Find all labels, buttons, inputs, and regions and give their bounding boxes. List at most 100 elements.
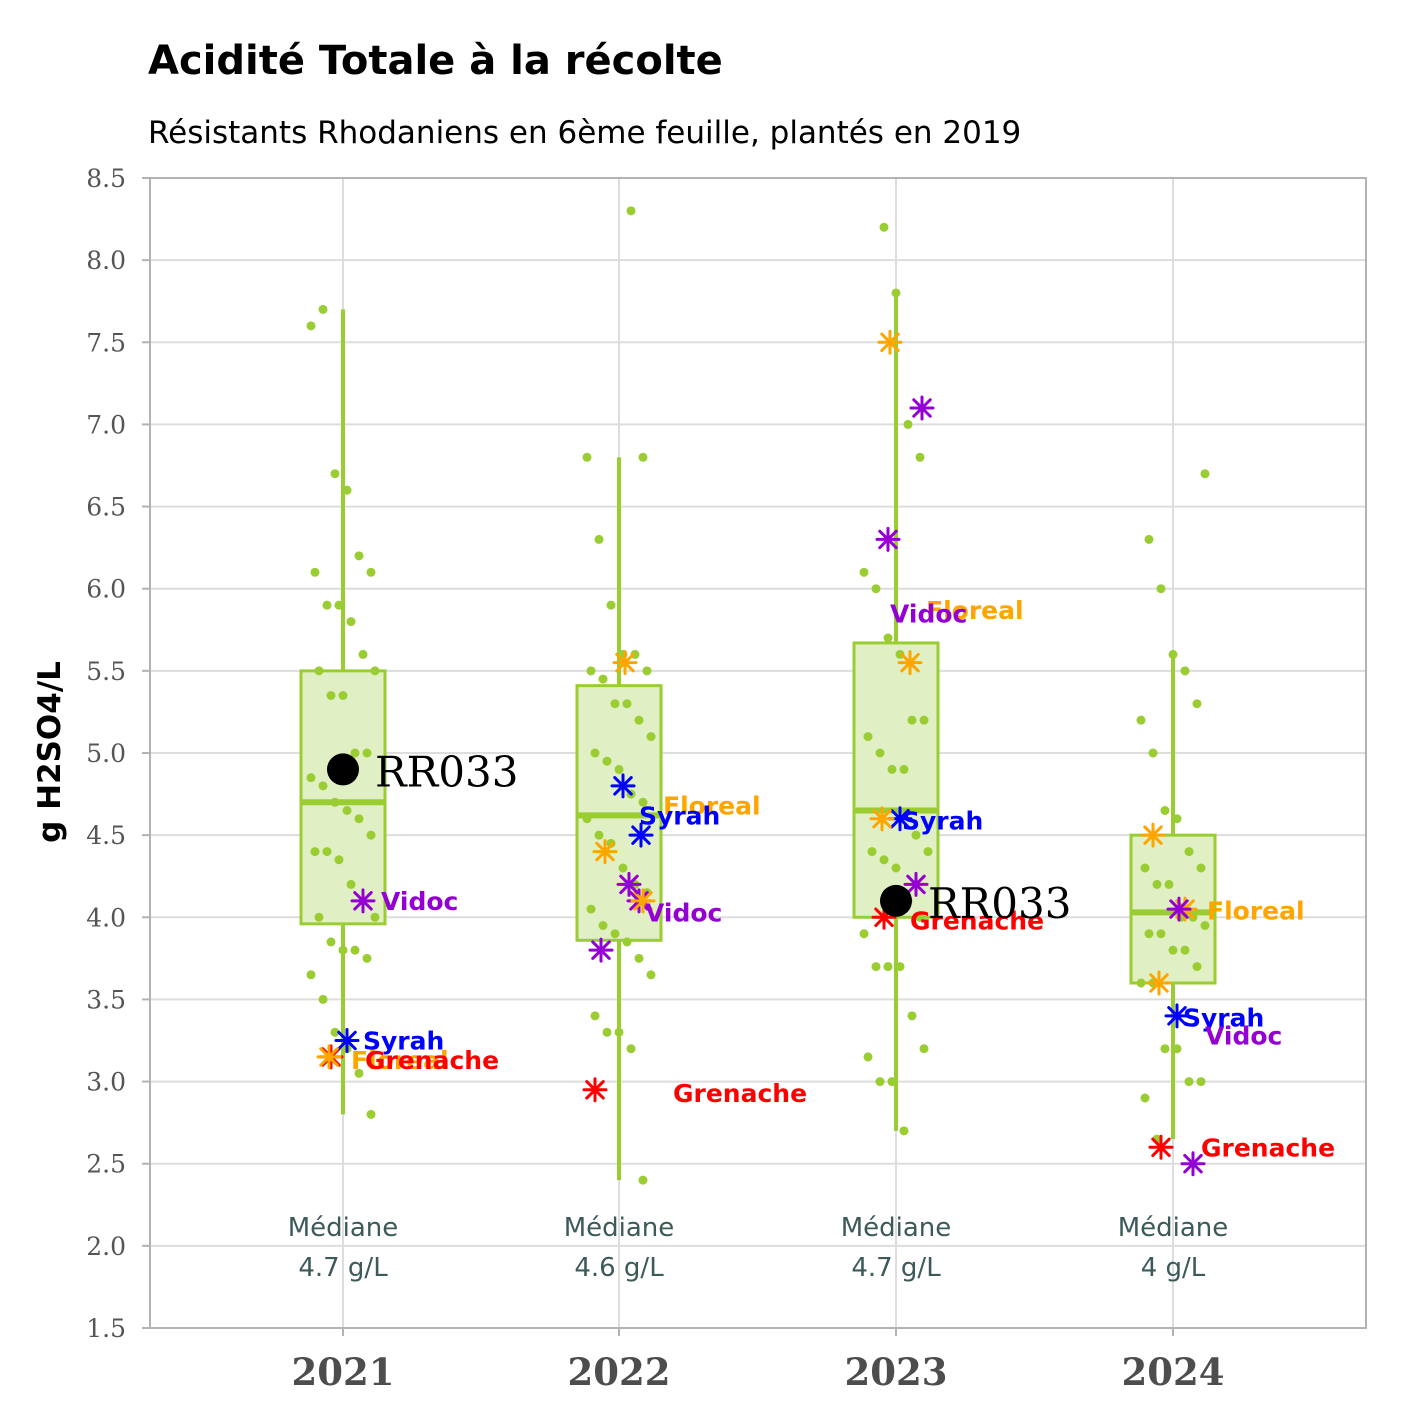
- data-point: [1136, 715, 1146, 725]
- data-point: [342, 485, 352, 495]
- x-tick-label: 2024: [1122, 1350, 1225, 1394]
- data-point: [598, 921, 608, 930]
- marker-stroke: [337, 1030, 357, 1051]
- data-point: [586, 904, 596, 914]
- data-point: [338, 691, 348, 700]
- floreal-marker: [1146, 970, 1172, 996]
- data-point: [919, 1044, 929, 1054]
- data-point: [366, 567, 376, 577]
- data-point: [350, 945, 360, 955]
- data-point: [354, 1068, 364, 1078]
- data-point: [590, 1011, 600, 1021]
- floreal-marker: [869, 806, 895, 832]
- median-caption: Médiane: [841, 1213, 952, 1243]
- y-axis-label: g H2SO4/L: [32, 661, 68, 843]
- data-point: [1156, 929, 1166, 939]
- data-point: [642, 666, 652, 676]
- marker-stroke: [613, 776, 633, 796]
- y-tick-label: 2.5: [86, 1150, 126, 1179]
- data-point: [334, 855, 344, 865]
- data-point: [366, 830, 376, 840]
- data-point: [638, 1175, 648, 1185]
- floreal-marker: [1140, 822, 1166, 848]
- reference-label-syrah: Syrah: [639, 801, 720, 830]
- data-point: [1180, 666, 1190, 676]
- data-point: [1192, 962, 1202, 972]
- data-point: [1160, 1044, 1170, 1054]
- floreal-marker: [877, 329, 903, 355]
- vidoc-marker: [909, 395, 935, 421]
- data-point: [1196, 863, 1206, 873]
- data-point: [606, 600, 616, 610]
- marker-stroke: [619, 874, 639, 895]
- data-point: [1184, 1077, 1194, 1087]
- median-value: 4.6 g/L: [574, 1253, 664, 1283]
- data-point: [879, 855, 889, 865]
- reference-label-vidoc: Vidoc: [645, 898, 722, 927]
- reference-label-floreal: Floreal: [351, 1046, 449, 1075]
- data-point: [610, 929, 620, 939]
- reference-label-floreal: Floreal: [663, 792, 761, 821]
- data-point: [1144, 534, 1154, 544]
- marker-stroke: [878, 529, 898, 550]
- data-point: [1196, 1077, 1206, 1087]
- vidoc-marker: [588, 937, 614, 963]
- data-point: [1172, 1044, 1182, 1054]
- data-point: [1160, 806, 1170, 815]
- data-point: [358, 649, 368, 659]
- data-point: [318, 304, 328, 314]
- data-point: [362, 953, 372, 963]
- data-point: [1180, 945, 1190, 955]
- data-point: [1152, 879, 1162, 889]
- data-point: [610, 699, 620, 709]
- y-tick-label: 3.0: [86, 1068, 126, 1097]
- median-caption: Médiane: [564, 1213, 675, 1243]
- data-point: [1200, 921, 1210, 930]
- marker-stroke: [872, 808, 892, 829]
- data-point: [614, 1027, 624, 1037]
- vidoc-marker: [350, 888, 376, 914]
- data-point: [318, 781, 328, 791]
- data-point: [891, 288, 901, 298]
- data-point: [594, 830, 604, 840]
- data-point: [626, 1044, 636, 1054]
- data-point: [338, 945, 348, 955]
- data-point: [646, 732, 656, 742]
- data-point: [334, 600, 344, 610]
- marker-stroke: [1169, 899, 1189, 919]
- data-point: [1136, 978, 1146, 988]
- reference-label-floreal: Floreal: [1207, 897, 1305, 926]
- floreal-marker: [630, 888, 656, 914]
- data-point: [867, 847, 877, 857]
- syrah-marker: [628, 822, 654, 848]
- y-tick-label: 7.5: [86, 328, 126, 357]
- data-point: [370, 912, 380, 922]
- data-point: [590, 748, 600, 758]
- y-tick-label: 7.0: [86, 410, 126, 439]
- y-tick-label: 5.0: [86, 739, 126, 768]
- y-tick-label: 8.5: [86, 164, 126, 193]
- data-point: [330, 797, 340, 807]
- data-point: [1168, 649, 1178, 659]
- data-point: [606, 838, 616, 848]
- data-point: [354, 551, 364, 561]
- marker-stroke: [591, 940, 611, 960]
- data-point: [306, 773, 316, 783]
- data-point: [923, 847, 933, 857]
- grenache-marker: [1148, 1134, 1174, 1160]
- data-point: [594, 534, 604, 544]
- data-point: [346, 617, 356, 627]
- data-point: [582, 814, 592, 824]
- highlight-point: [327, 753, 359, 786]
- data-point: [322, 600, 332, 610]
- data-point: [602, 756, 612, 766]
- data-point: [915, 452, 925, 462]
- y-tick-label: 4.5: [86, 821, 126, 850]
- floreal-marker: [897, 650, 923, 676]
- data-point: [895, 962, 905, 972]
- reference-label-grenache: Grenache: [365, 1046, 499, 1075]
- data-point: [582, 452, 592, 462]
- data-point: [318, 994, 328, 1004]
- data-point: [322, 847, 332, 857]
- data-point: [907, 715, 917, 725]
